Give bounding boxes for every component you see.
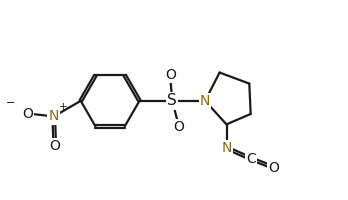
Text: O: O <box>268 161 279 175</box>
Text: C: C <box>246 152 256 166</box>
Text: N: N <box>200 94 210 108</box>
Text: O: O <box>174 120 185 134</box>
Text: +: + <box>59 102 68 112</box>
Text: −: − <box>6 98 16 108</box>
Text: N: N <box>221 141 232 155</box>
Text: O: O <box>165 68 176 82</box>
Text: O: O <box>49 139 60 153</box>
Text: N: N <box>49 109 59 123</box>
Text: O: O <box>22 107 33 121</box>
Text: S: S <box>167 93 177 108</box>
